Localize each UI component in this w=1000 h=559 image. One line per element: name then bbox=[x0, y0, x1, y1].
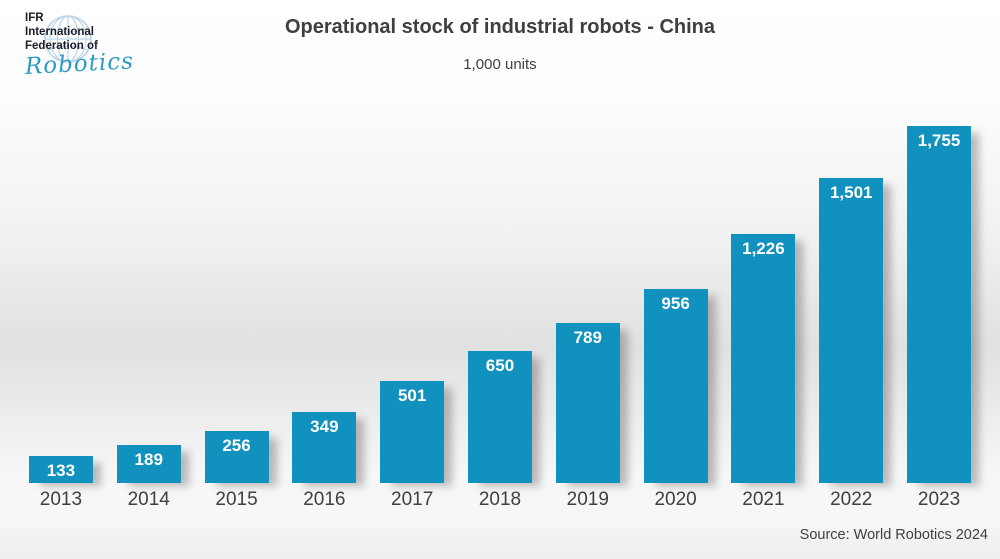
logo-line-2: International bbox=[25, 25, 95, 38]
bar-chart: 133 2013 189 2014 256 2015 349 2016 501 2017 650 20… bbox=[17, 126, 983, 516]
logo-line-1: IFR bbox=[25, 12, 44, 24]
globe-icon bbox=[43, 14, 93, 69]
bar: 956 bbox=[643, 289, 708, 483]
bar: 189 bbox=[116, 445, 181, 483]
bar-slot: 501 2017 bbox=[368, 126, 456, 516]
bar-category-label: 2022 bbox=[830, 488, 873, 510]
bar-value-label: 956 bbox=[661, 294, 690, 313]
bar-value-label: 256 bbox=[222, 436, 251, 455]
bar-slot: 133 2013 bbox=[17, 126, 105, 516]
bar: 1,501 bbox=[819, 178, 884, 483]
bar-value-label: 650 bbox=[485, 356, 515, 375]
bar-slot: 189 2014 bbox=[105, 126, 193, 516]
bar-category-label: 2019 bbox=[566, 488, 609, 510]
bar-category-label: 2015 bbox=[215, 488, 258, 510]
bar-category-label: 2014 bbox=[127, 488, 170, 510]
bar-slot: 1,226 2021 bbox=[720, 126, 808, 516]
bar: 256 bbox=[204, 431, 269, 483]
bar-slot: 789 2019 bbox=[544, 126, 632, 516]
bar: 501 bbox=[380, 381, 445, 483]
bar-slot: 1,755 2023 bbox=[895, 126, 983, 516]
bar-value-label: 133 bbox=[46, 461, 76, 480]
bar-slot: 349 2016 bbox=[280, 126, 368, 516]
source-note: Source: World Robotics 2024 bbox=[799, 527, 988, 543]
bar-slot: 1,501 2022 bbox=[807, 126, 895, 516]
bar-value-label: 1,755 bbox=[917, 131, 961, 150]
bar-value-label: 189 bbox=[134, 450, 163, 469]
bar-category-label: 2017 bbox=[391, 488, 434, 510]
bar-slot: 956 2020 bbox=[632, 126, 720, 516]
chart-title: Operational stock of industrial robots -… bbox=[284, 16, 716, 38]
ifr-logo: IFR International Federation of Robotics bbox=[24, 12, 175, 90]
bar-value-label: 349 bbox=[310, 417, 339, 436]
bar-category-label: 2021 bbox=[742, 488, 785, 510]
bar-value-label: 1,226 bbox=[742, 239, 785, 258]
bar: 650 bbox=[467, 351, 532, 483]
bar-value-label: 1,501 bbox=[829, 183, 873, 202]
bar-slot: 256 2015 bbox=[193, 126, 281, 516]
bar-category-label: 2013 bbox=[39, 488, 83, 510]
bar-value-label: 501 bbox=[397, 386, 427, 405]
bar: 1,226 bbox=[731, 234, 796, 483]
bar: 133 bbox=[28, 456, 93, 483]
bar-category-label: 2023 bbox=[917, 488, 961, 510]
bar: 349 bbox=[292, 412, 357, 483]
bar-value-label: 789 bbox=[573, 328, 602, 347]
bar: 789 bbox=[555, 323, 620, 483]
chart-units-subtitle: 1,000 units bbox=[463, 56, 537, 73]
logo-line-3: Federation of bbox=[25, 39, 98, 52]
bar-category-label: 2020 bbox=[654, 488, 697, 510]
bar-slot: 650 2018 bbox=[456, 126, 544, 516]
bar-category-label: 2016 bbox=[303, 488, 346, 510]
bar: 1,755 bbox=[907, 126, 972, 483]
bar-category-label: 2018 bbox=[478, 488, 522, 510]
